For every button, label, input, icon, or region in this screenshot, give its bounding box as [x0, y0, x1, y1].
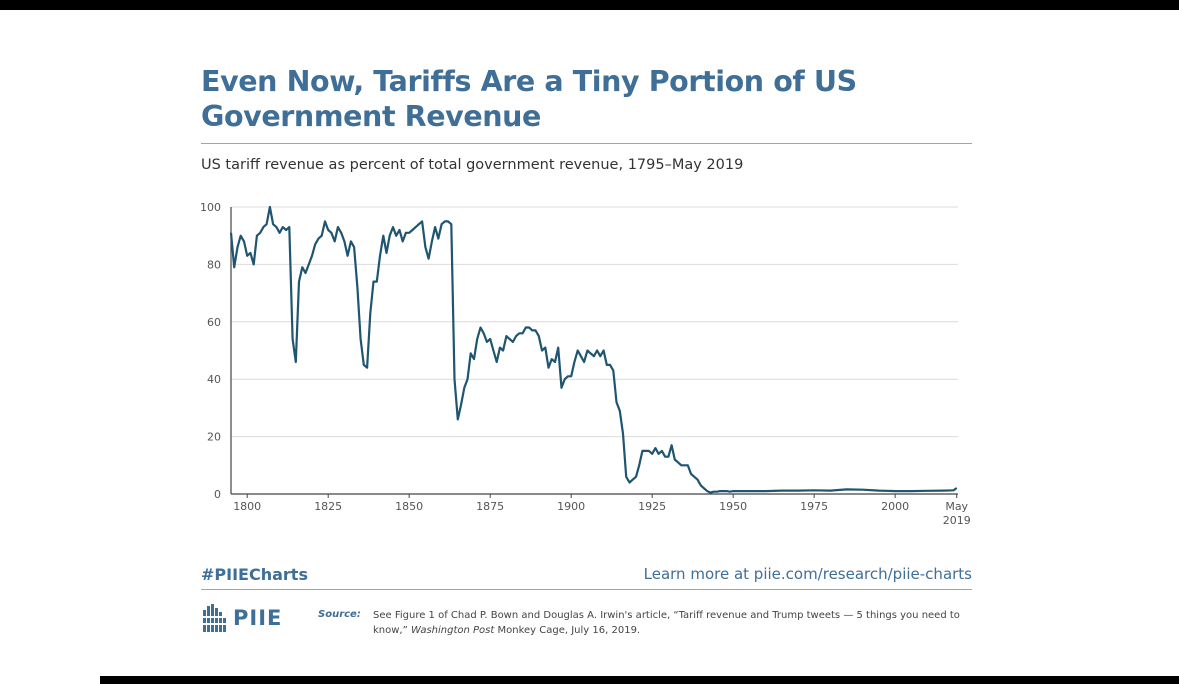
- y-axis-ticks: 0 20 40 60 80 100: [200, 201, 221, 501]
- source-text-part2: Monkey Cage, July 16, 2019.: [497, 625, 641, 636]
- y-tick-label: 100: [200, 201, 221, 214]
- source-label: Source:: [318, 609, 361, 620]
- line-chart: 0 20 40 60 80 100 1800 1825 1850 1875 1900 1925 195…: [200, 201, 971, 527]
- y-tick-label: 40: [207, 373, 221, 386]
- x-tick-label: May: [945, 500, 968, 513]
- bottom-border: [100, 676, 1179, 684]
- x-tick-label: 1825: [314, 500, 342, 513]
- axes: [230, 207, 958, 495]
- x-axis-ticks: 1800 1825 1850 1875 1900 1925 1950 1975 2000 May2…: [233, 494, 971, 527]
- title-divider: [201, 143, 972, 144]
- x-tick-label: 1900: [557, 500, 585, 513]
- y-tick-label: 60: [207, 316, 221, 329]
- source-publication: Washington Post: [410, 625, 495, 636]
- y-tick-label: 80: [207, 258, 221, 271]
- x-tick-label: 2000: [881, 500, 909, 513]
- footer-divider: [201, 589, 972, 590]
- x-tick-label: 1800: [233, 500, 261, 513]
- logo-text: PIIE: [233, 606, 283, 630]
- x-tick-label: 1850: [395, 500, 423, 513]
- top-border: [0, 0, 1179, 10]
- learn-more-link[interactable]: Learn more at piie.com/research/piie-cha…: [643, 565, 972, 583]
- grid-lines: [231, 206, 958, 438]
- series-lines: [229, 205, 958, 494]
- piie-logo: PIIE: [203, 604, 282, 632]
- x-tick-label: 1950: [719, 500, 747, 513]
- hashtag-link[interactable]: #PIIECharts: [201, 565, 308, 584]
- x-tick-label: 1975: [800, 500, 828, 513]
- source-citation: See Figure 1 of Chad P. Bown and Douglas…: [373, 608, 973, 638]
- x-tick-label: 1925: [638, 500, 666, 513]
- x-tick-label-line2: 2019: [943, 514, 971, 527]
- x-tick-label: 1875: [476, 500, 504, 513]
- y-tick-label: 20: [207, 431, 221, 444]
- chart-subtitle: US tariff revenue as percent of total go…: [201, 157, 744, 173]
- chart-title: Even Now, Tariffs Are a Tiny Portion of …: [201, 65, 857, 133]
- building-icon: [203, 604, 226, 632]
- y-tick-label: 0: [214, 488, 221, 501]
- source-text-part1: See Figure 1 of Chad P. Bown and Douglas…: [373, 610, 960, 636]
- series-line: [229, 205, 958, 494]
